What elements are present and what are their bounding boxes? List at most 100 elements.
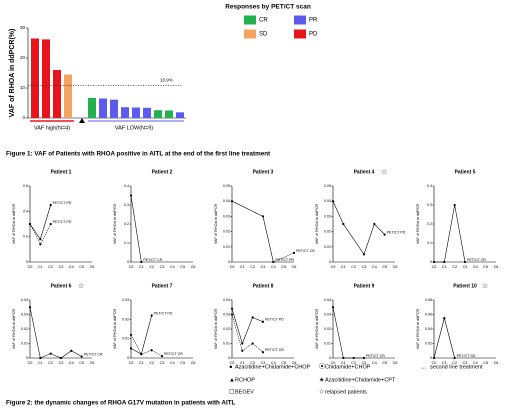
annotation: PET/CT PD <box>387 231 406 235</box>
y-tick-label: 0.04 <box>324 298 331 302</box>
y-tick-label: 0.4 <box>124 184 129 188</box>
point <box>373 222 376 226</box>
y-tick-label: 0.4 <box>23 209 28 213</box>
y-axis-label: VAF of RHOA in ddPCR <box>315 204 319 245</box>
y-tick-label: 0.01 <box>223 245 230 249</box>
point <box>362 356 366 360</box>
series-line <box>332 201 385 256</box>
y-tick-label: 0 <box>228 260 230 264</box>
point <box>292 251 296 254</box>
x-tick-label: C5 <box>79 265 84 269</box>
legend-entry: Azacitidine+Chidamide+CPT <box>325 377 396 383</box>
y-tick-label: 0.03 <box>122 298 129 302</box>
bar <box>53 70 61 118</box>
point <box>241 342 244 345</box>
x-tick-label: C0 <box>432 265 437 269</box>
y-tick-label: 0 <box>430 356 432 360</box>
series-line <box>29 204 51 240</box>
x-tick-label: C5 <box>483 361 488 365</box>
annotation: PET/CT CR <box>467 258 486 262</box>
annotation: PET/CT CR <box>164 352 183 356</box>
bar <box>165 110 173 118</box>
x-tick-label: C5 <box>180 265 185 269</box>
panel-title: Patient 4 <box>354 169 375 175</box>
y-tick-label: 0 <box>26 356 28 360</box>
point <box>342 222 345 226</box>
x-tick-label: C3 <box>59 265 64 269</box>
point <box>453 356 456 360</box>
point <box>49 222 52 226</box>
y-tick-label: 0.4 <box>427 184 432 188</box>
chart-title: Responses by PET/CT scan <box>225 4 311 11</box>
series-line <box>130 315 152 355</box>
bar <box>143 107 151 118</box>
point <box>28 306 32 309</box>
panel-title: Patient 5 <box>455 169 476 175</box>
point <box>331 200 335 203</box>
x-tick-label: C6 <box>494 361 499 365</box>
sym: ▲ <box>229 378 235 384</box>
x-tick-label: C2 <box>250 265 255 269</box>
x-tick-label: C4 <box>170 361 175 365</box>
y-tick-label: 0.6 <box>23 184 28 188</box>
legend-label: PR <box>309 18 318 24</box>
x-tick-label: C1 <box>38 265 43 269</box>
x-tick-label: C3 <box>261 265 266 269</box>
x-tick-label: C1 <box>139 361 144 365</box>
x-tick-label: C1 <box>341 361 346 365</box>
point <box>261 320 265 323</box>
y-axis-label: VAF of RHOA in ddPCR <box>12 204 16 245</box>
annotation: PET/CT PD <box>154 311 173 315</box>
point <box>80 355 83 358</box>
y-tick-label: 0.02 <box>122 317 129 321</box>
point <box>251 342 254 345</box>
point <box>70 349 73 352</box>
sym: ... <box>421 365 426 371</box>
panel-title: Patient 2 <box>152 169 173 175</box>
y-tick-label: 0.05 <box>324 184 331 188</box>
x-tick-label: C4 <box>372 265 377 269</box>
point <box>140 260 143 264</box>
y-tick-label: 0.3 <box>124 203 129 207</box>
legend-entry: Azacitidine+Chidamide+CHOP <box>235 364 311 370</box>
x-tick-label: C0 <box>129 265 134 269</box>
y-tick-label: 0.03 <box>21 312 28 316</box>
group-label: VAF LOW(N=9) <box>115 125 153 131</box>
annotation: PET/CT CR <box>296 249 315 253</box>
series-line <box>231 308 264 345</box>
legend-swatch <box>294 15 306 25</box>
bar <box>176 112 184 118</box>
series-line <box>29 223 51 245</box>
y-tick-label: 0 <box>26 260 28 264</box>
y-tick-label: 0.02 <box>21 327 28 331</box>
x-tick-label: C3 <box>160 361 165 365</box>
x-tick-label: C5 <box>281 265 286 269</box>
point <box>160 354 164 358</box>
x-tick-label: C6 <box>191 265 196 269</box>
point <box>261 215 265 218</box>
y-tick-label: 0.02 <box>324 327 331 331</box>
point <box>39 243 42 246</box>
point <box>39 356 42 360</box>
split-marker <box>79 118 85 123</box>
x-tick-label: C3 <box>463 265 468 269</box>
threshold-label: 10.9% <box>160 77 173 82</box>
x-tick-label: C5 <box>180 361 185 365</box>
y-axis-label: VAF of RHOA in ddPCR <box>315 309 319 350</box>
y-axis-label: VAF of RHOA in ddPCR(%) <box>9 29 16 118</box>
y-tick-label: 0.04 <box>324 199 331 203</box>
panel-title: Patient 8 <box>253 283 274 289</box>
annotation: PET/CT CR <box>143 258 162 262</box>
bar <box>99 98 107 118</box>
point <box>342 356 345 360</box>
relapse-star: ☆ <box>78 282 84 290</box>
x-tick-label: C1 <box>240 361 245 365</box>
bar <box>88 97 96 118</box>
point <box>383 233 386 236</box>
x-tick-label: C0 <box>28 265 33 269</box>
y-axis-label: VAF of RHOA in ddPCR <box>214 309 218 350</box>
x-tick-label: C6 <box>494 265 499 269</box>
panel-title: Patient 7 <box>152 283 173 289</box>
legend-label: CR <box>259 18 268 24</box>
